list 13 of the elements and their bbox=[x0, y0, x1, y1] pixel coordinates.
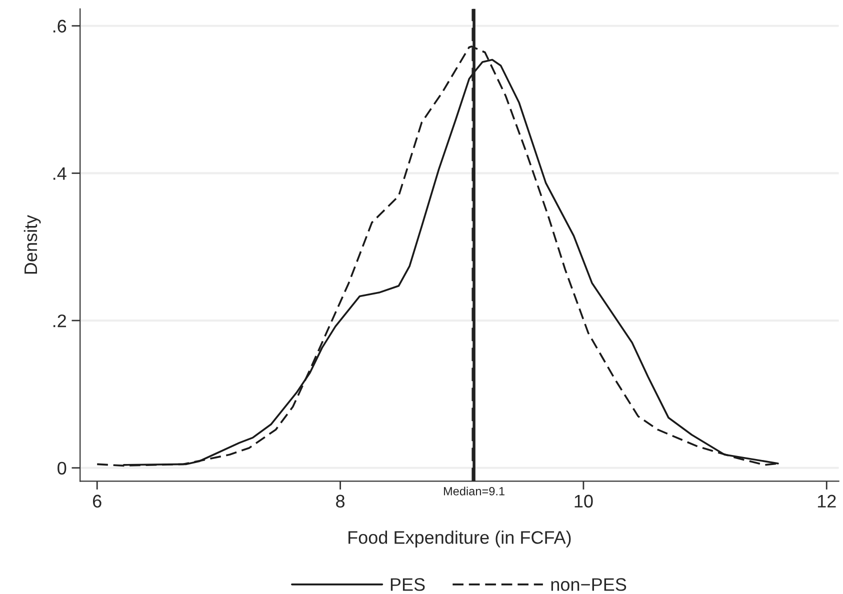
legend-label: PES bbox=[390, 578, 425, 591]
y-tick-label: .6 bbox=[53, 20, 66, 33]
y-tick-label: .4 bbox=[53, 167, 66, 180]
x-tick-label: 8 bbox=[336, 494, 345, 508]
legend-label: non−PES bbox=[551, 578, 626, 591]
x-tick-label: 10 bbox=[574, 494, 593, 508]
y-tick-label: .2 bbox=[53, 314, 66, 328]
y-axis-title: Density bbox=[24, 214, 41, 274]
x-tick-label: 12 bbox=[818, 494, 836, 508]
x-tick-label: 6 bbox=[93, 494, 102, 508]
x-axis-title: Food Expenditure (in FCFA) bbox=[348, 530, 571, 548]
ref-line-label: Median=9.1 bbox=[444, 486, 504, 496]
y-tick-label: 0 bbox=[58, 462, 66, 475]
